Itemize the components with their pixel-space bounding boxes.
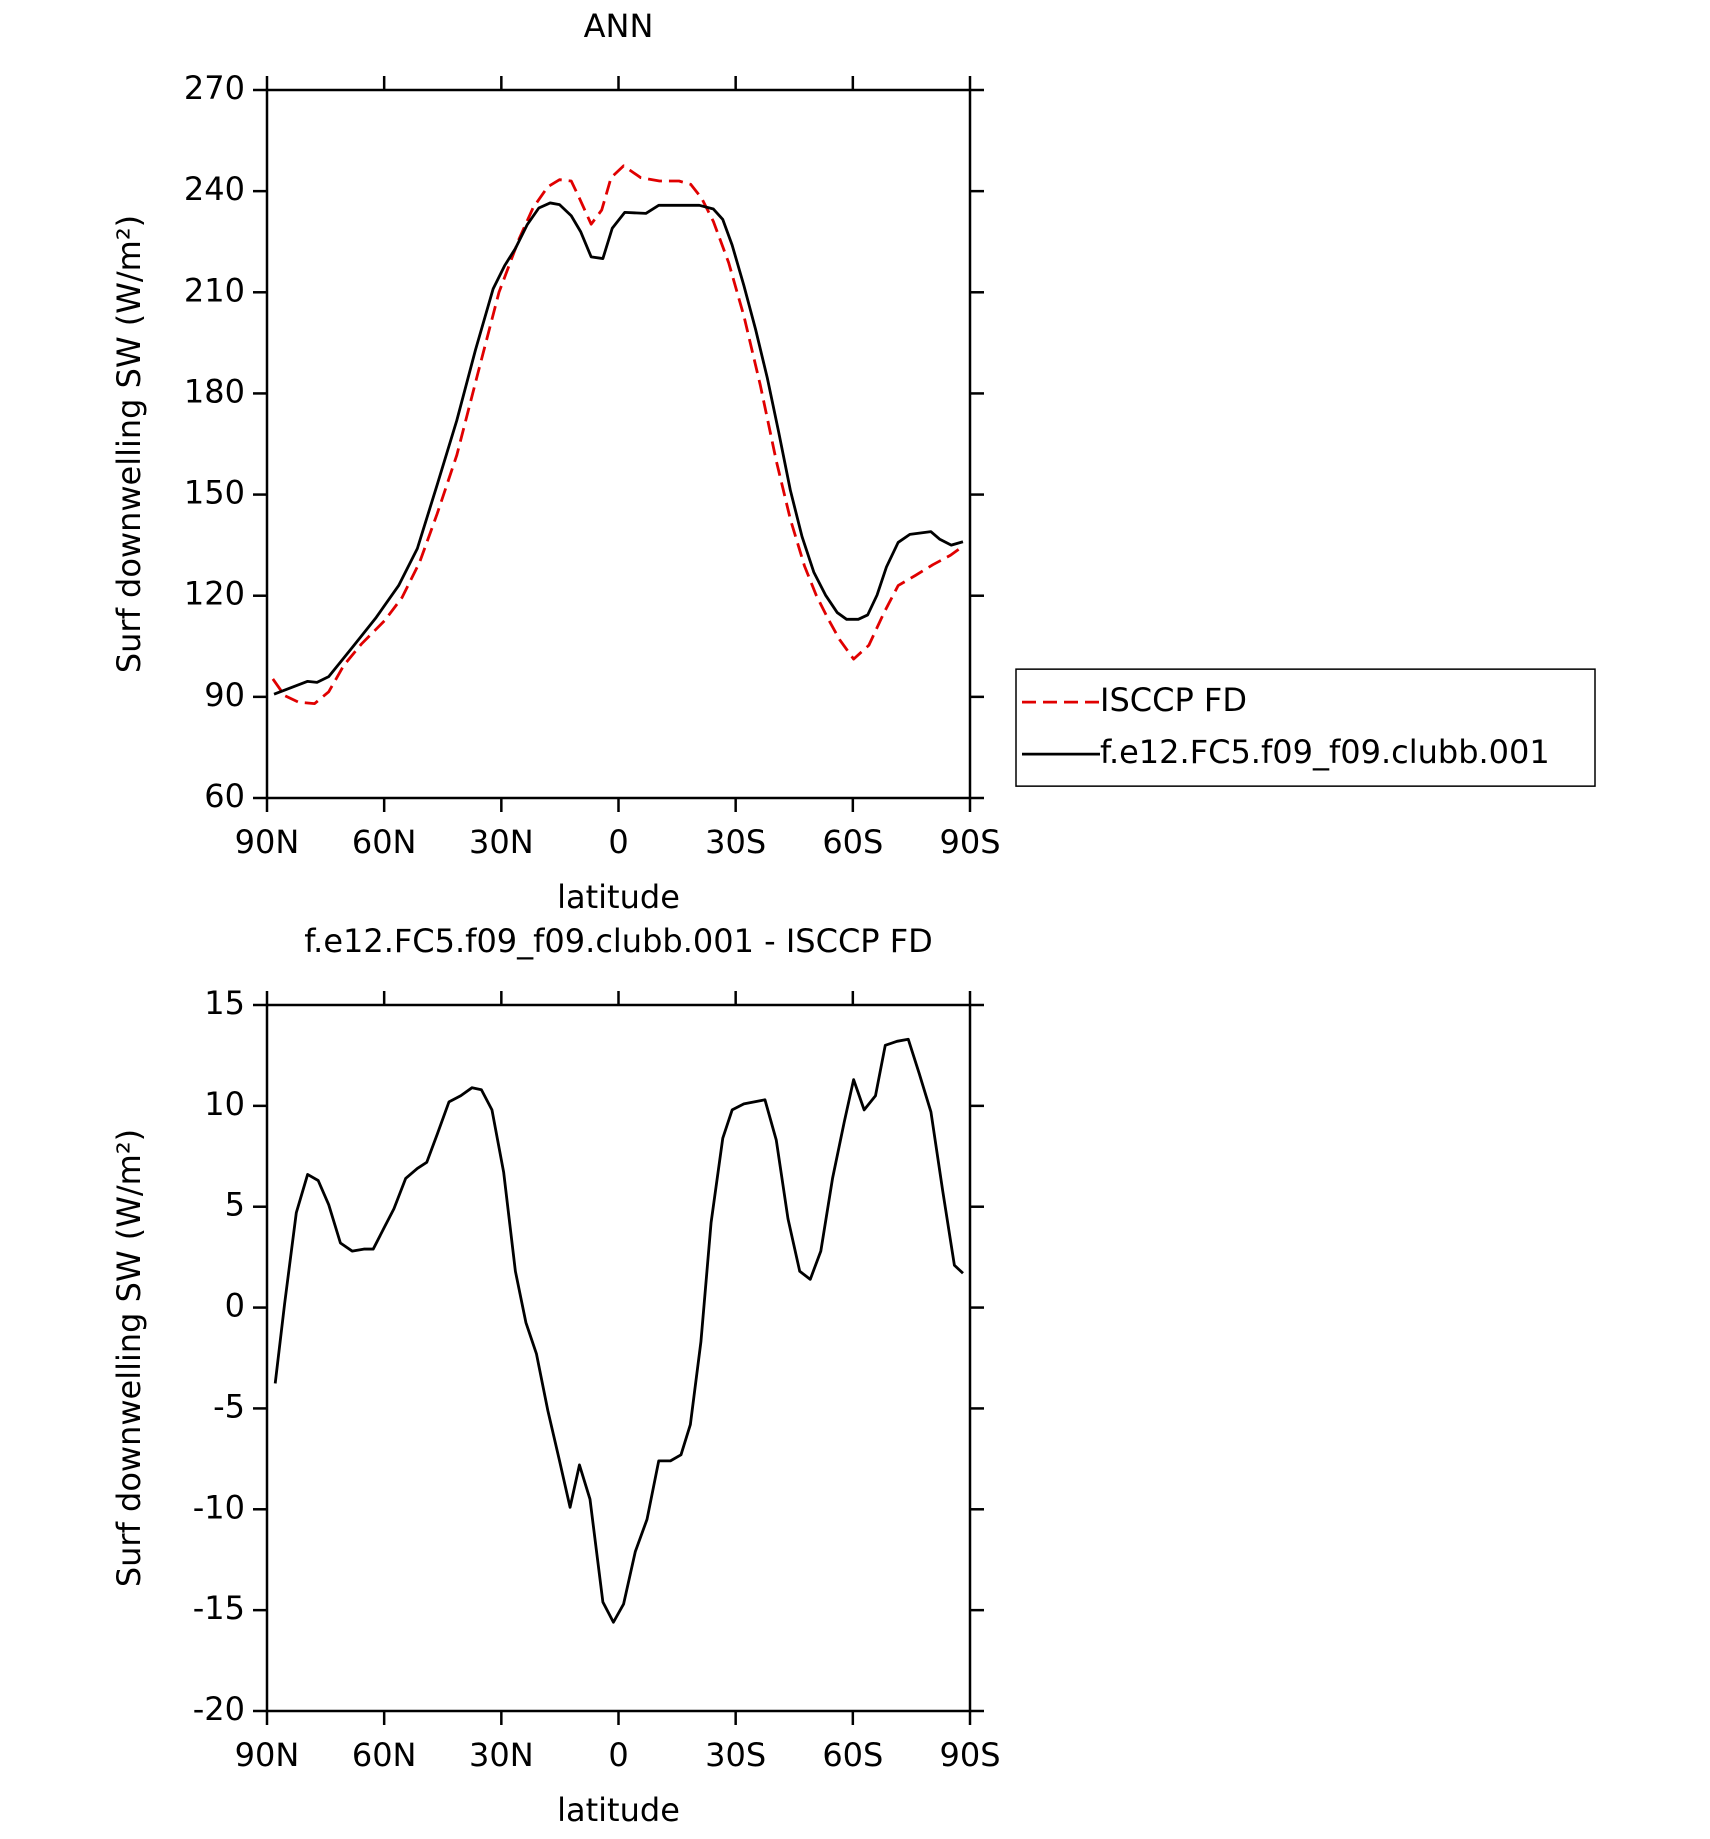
- x-tick-label: 0: [608, 1736, 628, 1774]
- x-tick-label: 0: [608, 823, 628, 861]
- y-tick-label: 120: [184, 575, 245, 613]
- x-tick-label: 90N: [235, 1736, 300, 1774]
- legend-label: f.e12.FC5.f09_f09.clubb.001: [1100, 733, 1550, 771]
- y-tick-label: 5: [225, 1186, 245, 1224]
- y-tick-label: 270: [184, 69, 245, 107]
- y-tick-label: -10: [193, 1488, 245, 1526]
- y-tick-label: 180: [184, 372, 245, 410]
- x-tick-label: 90S: [939, 823, 1000, 861]
- chart-title: f.e12.FC5.f09_f09.clubb.001 - ISCCP FD: [304, 922, 933, 960]
- x-axis-label: latitude: [557, 878, 680, 916]
- y-tick-label: 60: [204, 777, 245, 815]
- y-axis-label: Surf downwelling SW (W/m²): [110, 215, 148, 673]
- y-tick-label: 10: [204, 1085, 245, 1123]
- x-tick-label: 30S: [705, 823, 766, 861]
- x-tick-label: 90S: [939, 1736, 1000, 1774]
- data-line: [273, 201, 964, 696]
- chart-title: ANN: [584, 7, 654, 45]
- x-tick-label: 90N: [235, 823, 300, 861]
- plot-frame: [265, 88, 972, 800]
- x-tick-label: 60N: [352, 823, 417, 861]
- legend-label: ISCCP FD: [1100, 681, 1247, 719]
- x-tick-label: 30N: [469, 823, 534, 861]
- x-tick-label: 60N: [352, 1736, 417, 1774]
- y-tick-label: 15: [204, 984, 245, 1022]
- y-tick-label: 240: [184, 170, 245, 208]
- legend-box: [1015, 668, 1596, 787]
- y-tick-label: 90: [204, 676, 245, 714]
- x-tick-label: 60S: [822, 823, 883, 861]
- y-tick-label: 210: [184, 271, 245, 309]
- data-line: [271, 164, 964, 705]
- y-tick-label: 150: [184, 474, 245, 512]
- data-line: [273, 1037, 964, 1624]
- y-axis-label: Surf downwelling SW (W/m²): [110, 1129, 148, 1587]
- x-tick-label: 30S: [705, 1736, 766, 1774]
- y-tick-label: -5: [213, 1387, 245, 1425]
- x-tick-label: 60S: [822, 1736, 883, 1774]
- y-tick-label: -15: [193, 1589, 245, 1627]
- y-tick-label: 0: [225, 1287, 245, 1325]
- x-tick-label: 30N: [469, 1736, 534, 1774]
- x-axis-label: latitude: [557, 1791, 680, 1829]
- y-tick-label: -20: [193, 1690, 245, 1728]
